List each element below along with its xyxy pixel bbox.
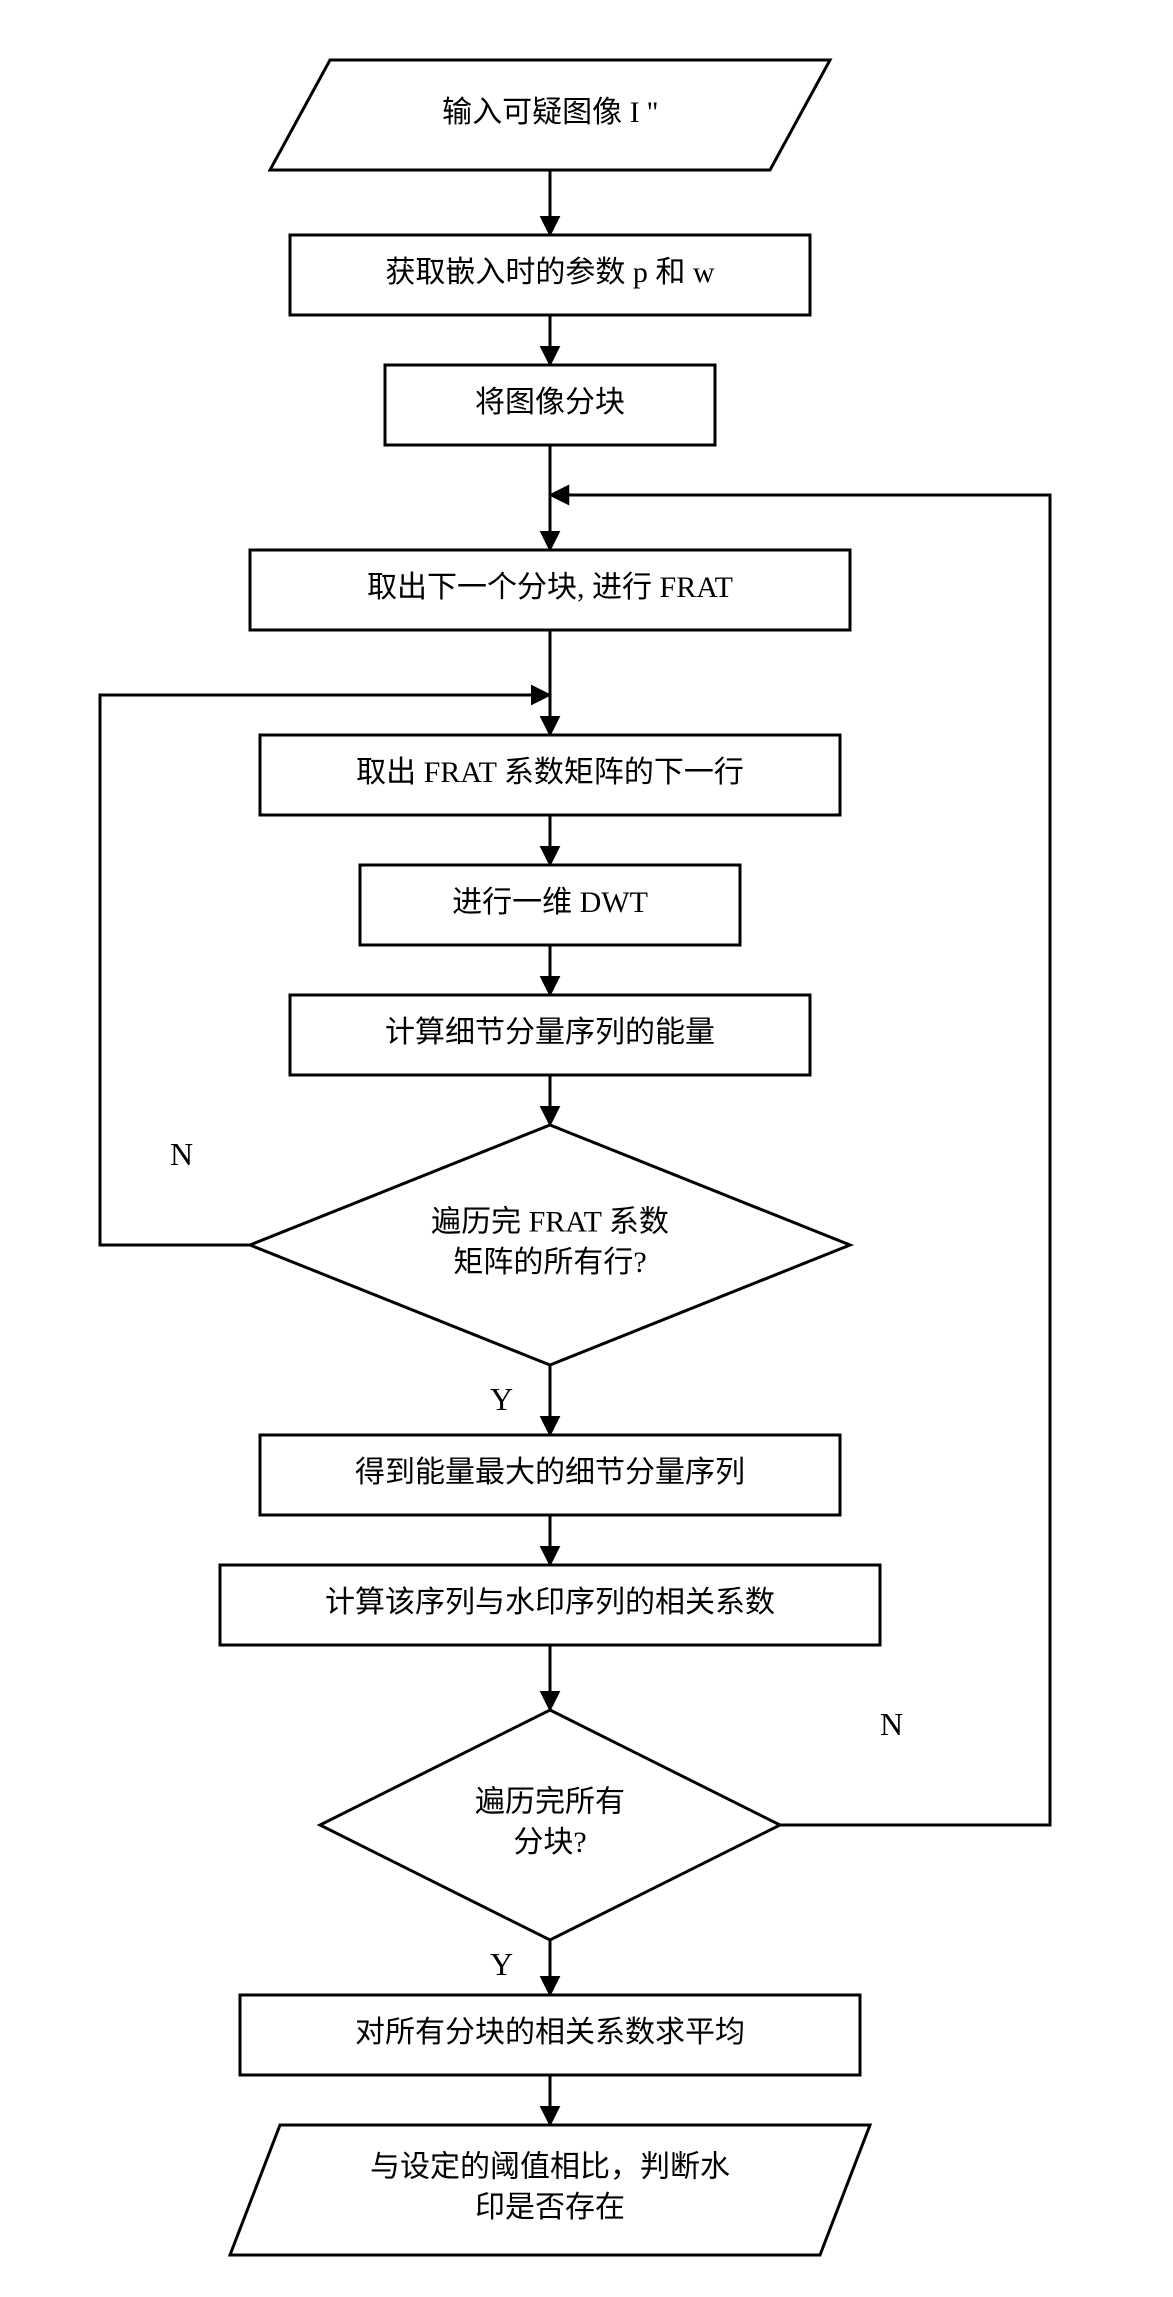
- node-n1: 输入可疑图像 I '': [270, 60, 830, 170]
- node-text: 取出 FRAT 系数矩阵的下一行: [356, 756, 744, 789]
- node-text: 印是否存在: [475, 2191, 625, 2224]
- node-text: 输入可疑图像 I '': [442, 96, 658, 129]
- node-text: 与设定的阈值相比，判断水: [370, 2151, 730, 2184]
- node-text: 获取嵌入时的参数 p 和 w: [385, 256, 714, 289]
- node-text: 进行一维 DWT: [452, 886, 648, 919]
- node-n13: 与设定的阈值相比，判断水印是否存在: [230, 2125, 870, 2255]
- node-text: 取出下一个分块, 进行 FRAT: [367, 571, 733, 604]
- svg-text:N: N: [880, 1706, 903, 1742]
- node-n4: 取出下一个分块, 进行 FRAT: [250, 550, 850, 630]
- node-text: 遍历完所有: [475, 1786, 625, 1819]
- node-text: 得到能量最大的细节分量序列: [355, 1456, 745, 1489]
- node-n8: 遍历完 FRAT 系数矩阵的所有行?: [250, 1125, 850, 1365]
- node-n11: 遍历完所有分块?: [320, 1710, 780, 1940]
- node-n2: 获取嵌入时的参数 p 和 w: [290, 235, 810, 315]
- node-n7: 计算细节分量序列的能量: [290, 995, 810, 1075]
- node-n12: 对所有分块的相关系数求平均: [240, 1995, 860, 2075]
- node-n9: 得到能量最大的细节分量序列: [260, 1435, 840, 1515]
- node-text: 将图像分块: [475, 386, 625, 419]
- node-text: 遍历完 FRAT 系数: [431, 1206, 669, 1239]
- node-text: 矩阵的所有行?: [453, 1246, 646, 1279]
- svg-text:Y: Y: [490, 1381, 513, 1417]
- node-n6: 进行一维 DWT: [360, 865, 740, 945]
- node-text: 计算该序列与水印序列的相关系数: [325, 1586, 775, 1619]
- node-text: 计算细节分量序列的能量: [385, 1016, 715, 1049]
- node-n10: 计算该序列与水印序列的相关系数: [220, 1565, 880, 1645]
- node-text: 对所有分块的相关系数求平均: [355, 2016, 745, 2049]
- node-n3: 将图像分块: [385, 365, 715, 445]
- node-n5: 取出 FRAT 系数矩阵的下一行: [260, 735, 840, 815]
- svg-text:Y: Y: [490, 1946, 513, 1982]
- svg-text:N: N: [170, 1136, 193, 1172]
- node-text: 分块?: [513, 1826, 586, 1859]
